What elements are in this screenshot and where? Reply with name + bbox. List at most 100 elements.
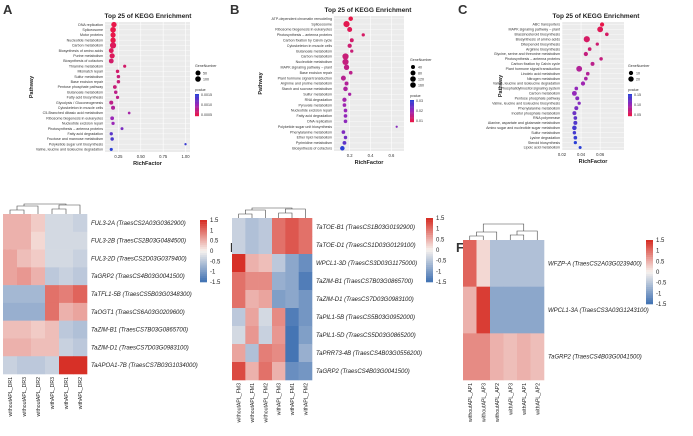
- data-point: [583, 36, 590, 43]
- column-label: withoutAPL_AP3: [481, 383, 487, 422]
- pathway-label: Ether lipid metabolism: [297, 136, 332, 140]
- heatmap-cell: [73, 285, 88, 304]
- colorbar-segment: [646, 276, 653, 279]
- heatmap-cell: [258, 218, 273, 237]
- heatmap-cell: [17, 356, 32, 375]
- panel-E: ETaTOE-B1 (TraesCS1B03G0192900)TaTOE-D1 …: [230, 207, 447, 423]
- colorbar-segment: [646, 274, 653, 277]
- row-label: TaTFL1-5B (TraesCS5B03G0348300): [91, 292, 192, 298]
- column-label: withoutAPL_DR2: [36, 377, 42, 417]
- x-axis-title: RichFactor: [355, 160, 385, 166]
- x-tick-label: 0.04: [577, 152, 586, 157]
- dendrogram-branch: [23, 203, 67, 206]
- heatmap-cell: [272, 272, 286, 291]
- colorbar-segment: [628, 109, 632, 111]
- dendrogram-branch: [476, 231, 498, 240]
- data-point: [347, 43, 352, 48]
- colorbar-segment: [646, 250, 653, 254]
- data-point: [349, 38, 354, 43]
- colorbar-label: -1.5: [656, 302, 667, 308]
- panel-B: B Top 25 of KEGG Enrichment 0.2 0.4 0.6 ATP-d…: [230, 2, 432, 166]
- data-point: [127, 111, 131, 115]
- x-tick-label: 0.6: [389, 153, 395, 158]
- legend-size-label: 50: [203, 71, 207, 75]
- data-point: [583, 51, 588, 57]
- data-point: [110, 116, 115, 121]
- colorbar-segment: [426, 267, 433, 270]
- colorbar-segment: [628, 108, 632, 110]
- colorbar-segment: [195, 114, 199, 117]
- colorbar-segment: [646, 242, 653, 245]
- colorbar-segment: [426, 269, 433, 272]
- heatmap-cell: [272, 362, 286, 381]
- heatmap-cell: [285, 362, 299, 381]
- data-point: [342, 103, 347, 107]
- colorbar-segment: [410, 113, 414, 115]
- data-point: [599, 22, 605, 27]
- data-point: [395, 125, 398, 128]
- colorbar-label: 0.0005: [201, 113, 212, 117]
- colorbar-segment: [646, 244, 653, 247]
- colorbar-segment: [195, 98, 199, 100]
- data-point: [120, 127, 124, 131]
- heatmap-cell: [298, 362, 313, 381]
- data-point: [110, 26, 116, 33]
- pathway-label: RNA degradation: [305, 98, 332, 102]
- colorbar-segment: [410, 107, 414, 109]
- x-tick-label: 0.2: [347, 153, 353, 158]
- dendrogram-branch: [51, 208, 67, 214]
- colorbar-segment: [410, 116, 414, 118]
- data-point: [112, 85, 117, 89]
- colorbar-segment: [200, 279, 207, 283]
- row-label: WPCL1-3A (TraesCS3A03G1243100): [548, 308, 649, 314]
- data-point: [348, 92, 352, 96]
- colorbar-segment: [646, 284, 653, 288]
- data-point: [575, 96, 580, 101]
- colorbar-segment: [200, 232, 207, 235]
- heatmap-cell: [31, 302, 46, 321]
- colorbar-label: -0.5: [656, 281, 667, 287]
- row-label: FUL3-2D (TraesCS2D03G0379400): [91, 256, 187, 262]
- colorbar-segment: [195, 97, 199, 99]
- colorbar-segment: [646, 291, 653, 294]
- heatmap-cell: [476, 240, 491, 287]
- data-point: [108, 48, 114, 54]
- legend-size-label: 160: [418, 83, 424, 87]
- pathway-label: Pentose phosphate pathway: [515, 97, 561, 101]
- pathway-label: DNA replication: [307, 120, 332, 124]
- heatmap-cell: [272, 218, 286, 237]
- heatmap-cell: [298, 218, 313, 237]
- colorbar-segment: [628, 107, 632, 109]
- pathway-label: Glycolysis / Gluconeogenesis: [56, 101, 103, 105]
- heatmap-cell: [298, 308, 313, 327]
- heatmap-cell: [31, 214, 46, 233]
- colorbar-segment: [195, 100, 199, 102]
- row-label: TaPIL1-5D (TraesCS5D03G0865200): [316, 333, 416, 339]
- x-axis-title: RichFactor: [579, 159, 609, 165]
- heatmap-cell: [463, 286, 477, 334]
- colorbar-label: 1: [210, 228, 214, 234]
- dendrogram-branch: [516, 230, 538, 240]
- data-point: [342, 58, 349, 65]
- colorbar-segment: [410, 101, 414, 103]
- heatmap-cell: [232, 236, 246, 255]
- heatmap-cell: [73, 338, 88, 357]
- heatmap-cell: [59, 231, 74, 250]
- data-point: [587, 47, 592, 51]
- heatmap-cell: [285, 290, 299, 309]
- dendrogram-branch: [482, 223, 525, 232]
- pathway-label: Spliceosome: [311, 22, 332, 26]
- pathway-label: DNA replication: [78, 23, 103, 27]
- colorbar-segment: [426, 220, 433, 223]
- heatmap-cell: [272, 308, 286, 327]
- heatmap-cell: [245, 218, 259, 237]
- colorbar-segment: [628, 112, 632, 114]
- heatmap-cell: [45, 231, 60, 250]
- heatmap-cell: [31, 285, 46, 304]
- data-point: [340, 146, 345, 151]
- column-label: withAPL_FM1: [290, 383, 296, 415]
- colorbar-segment: [628, 97, 632, 99]
- data-point: [113, 90, 118, 94]
- column-label: withoutAPL_DR3: [22, 377, 28, 417]
- data-point: [108, 58, 114, 64]
